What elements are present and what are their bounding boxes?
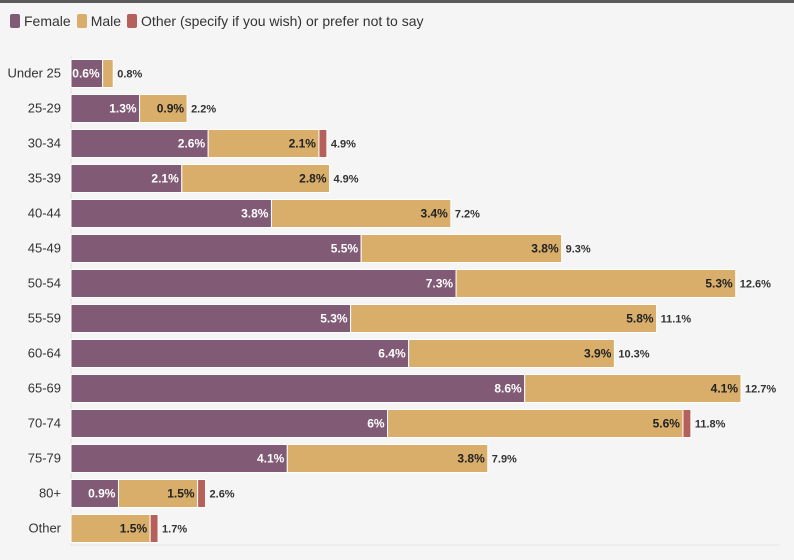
category-label-40-44: 40-44 [28,206,61,221]
category-label-other: Other [28,521,61,536]
bar-male-50-54[interactable] [455,269,737,298]
value-label-male-40-44: 3.4% [420,207,448,221]
value-label-male-70-74: 5.6% [653,417,681,431]
value-label-female-50-54: 7.3% [426,277,454,291]
legend: Female Male Other (specify if you wish) … [10,13,430,29]
value-label-female-60-64: 6.4% [378,347,406,361]
legend-item-female[interactable]: Female [10,13,71,29]
bar-male-60-64[interactable] [408,339,615,368]
category-label-35-39: 35-39 [28,171,61,186]
value-label-male-45-49: 3.8% [531,242,559,256]
value-label-female-under-25: 0.6% [72,67,100,81]
total-label-50-54: 12.6% [740,279,771,291]
bar-female-70-74[interactable] [70,409,389,438]
bar-male-55-59[interactable] [350,304,658,333]
total-label-65-69: 12.7% [745,384,776,396]
value-label-male-other: 1.5% [120,522,148,536]
legend-swatch-male [76,14,87,28]
category-label-80: 80+ [39,486,61,501]
value-label-male-25-29: 0.9% [157,102,185,116]
bar-male-under-25[interactable] [102,59,114,88]
category-label-65-69: 65-69 [28,381,61,396]
bar-female-75-79[interactable] [70,444,288,473]
value-label-female-40-44: 3.8% [241,207,269,221]
total-label-45-49: 9.3% [566,244,591,256]
bar-female-50-54[interactable] [70,269,457,298]
total-label-30-34: 4.9% [331,139,356,151]
category-label-50-54: 50-54 [28,276,61,291]
bar-male-75-79[interactable] [286,444,489,473]
value-label-male-55-59: 5.8% [626,312,654,326]
total-label-other: 1.7% [162,524,187,536]
value-label-female-70-74: 6% [367,417,385,431]
bar-female-80[interactable] [70,479,119,508]
total-label-under-25: 0.8% [117,69,142,81]
value-label-female-80: 0.9% [88,487,116,501]
total-label-80: 2.6% [210,489,235,501]
value-label-male-65-69: 4.1% [711,382,739,396]
value-label-female-75-79: 4.1% [257,452,285,466]
legend-item-other[interactable]: Other (specify if you wish) or prefer no… [127,13,424,29]
bar-male-45-49[interactable] [360,234,563,263]
value-label-male-80: 1.5% [167,487,195,501]
legend-swatch-other [127,14,138,28]
value-label-female-55-59: 5.3% [320,312,348,326]
bar-female-25-29[interactable] [70,94,141,123]
top-border [0,0,794,3]
total-label-60-64: 10.3% [618,349,649,361]
category-label-30-34: 30-34 [28,136,61,151]
bar-male-25-29[interactable] [139,94,188,123]
legend-item-male[interactable]: Male [76,13,122,29]
total-label-35-39: 4.9% [334,174,359,186]
total-label-25-29: 2.2% [191,104,216,116]
category-label-25-29: 25-29 [28,101,61,116]
category-label-under-25: Under 25 [8,66,61,81]
bar-female-65-69[interactable] [70,374,526,403]
legend-label-other: Other (specify if you wish) or prefer no… [141,13,424,29]
category-label-45-49: 45-49 [28,241,61,256]
category-label-70-74: 70-74 [28,416,61,431]
value-label-female-25-29: 1.3% [109,102,137,116]
category-label-75-79: 75-79 [28,451,61,466]
value-label-male-30-34: 2.1% [289,137,317,151]
bar-other-30-34[interactable] [318,129,328,158]
legend-swatch-female [10,14,20,28]
value-label-male-35-39: 2.8% [299,172,327,186]
bar-male-30-34[interactable] [207,129,320,158]
category-label-60-64: 60-64 [28,346,61,361]
value-label-male-60-64: 3.9% [584,347,612,361]
value-label-female-45-49: 5.5% [331,242,359,256]
bar-male-70-74[interactable] [387,409,684,438]
value-label-male-75-79: 3.8% [457,452,485,466]
bar-female-45-49[interactable] [70,234,362,263]
value-label-male-50-54: 5.3% [705,277,733,291]
value-label-female-35-39: 2.1% [151,172,179,186]
total-label-40-44: 7.2% [455,209,480,221]
bar-male-65-69[interactable] [524,374,742,403]
bar-male-40-44[interactable] [270,199,452,228]
value-label-female-30-34: 2.6% [178,137,206,151]
legend-label-male: Male [90,13,122,29]
total-label-75-79: 7.9% [492,454,517,466]
legend-label-female: Female [24,13,71,29]
bar-male-35-39[interactable] [181,164,331,193]
bar-female-60-64[interactable] [70,339,410,368]
value-label-female-65-69: 8.6% [494,382,522,396]
bar-female-55-59[interactable] [70,304,352,333]
bar-other-70-74[interactable] [682,409,692,438]
bar-female-40-44[interactable] [70,199,272,228]
total-label-70-74: 11.8% [695,419,726,431]
total-label-55-59: 11.1% [661,314,692,326]
bar-female-under-25[interactable] [70,59,104,88]
category-label-55-59: 55-59 [28,311,61,326]
bar-other-80[interactable] [197,479,207,508]
bar-other-other[interactable] [149,514,159,543]
